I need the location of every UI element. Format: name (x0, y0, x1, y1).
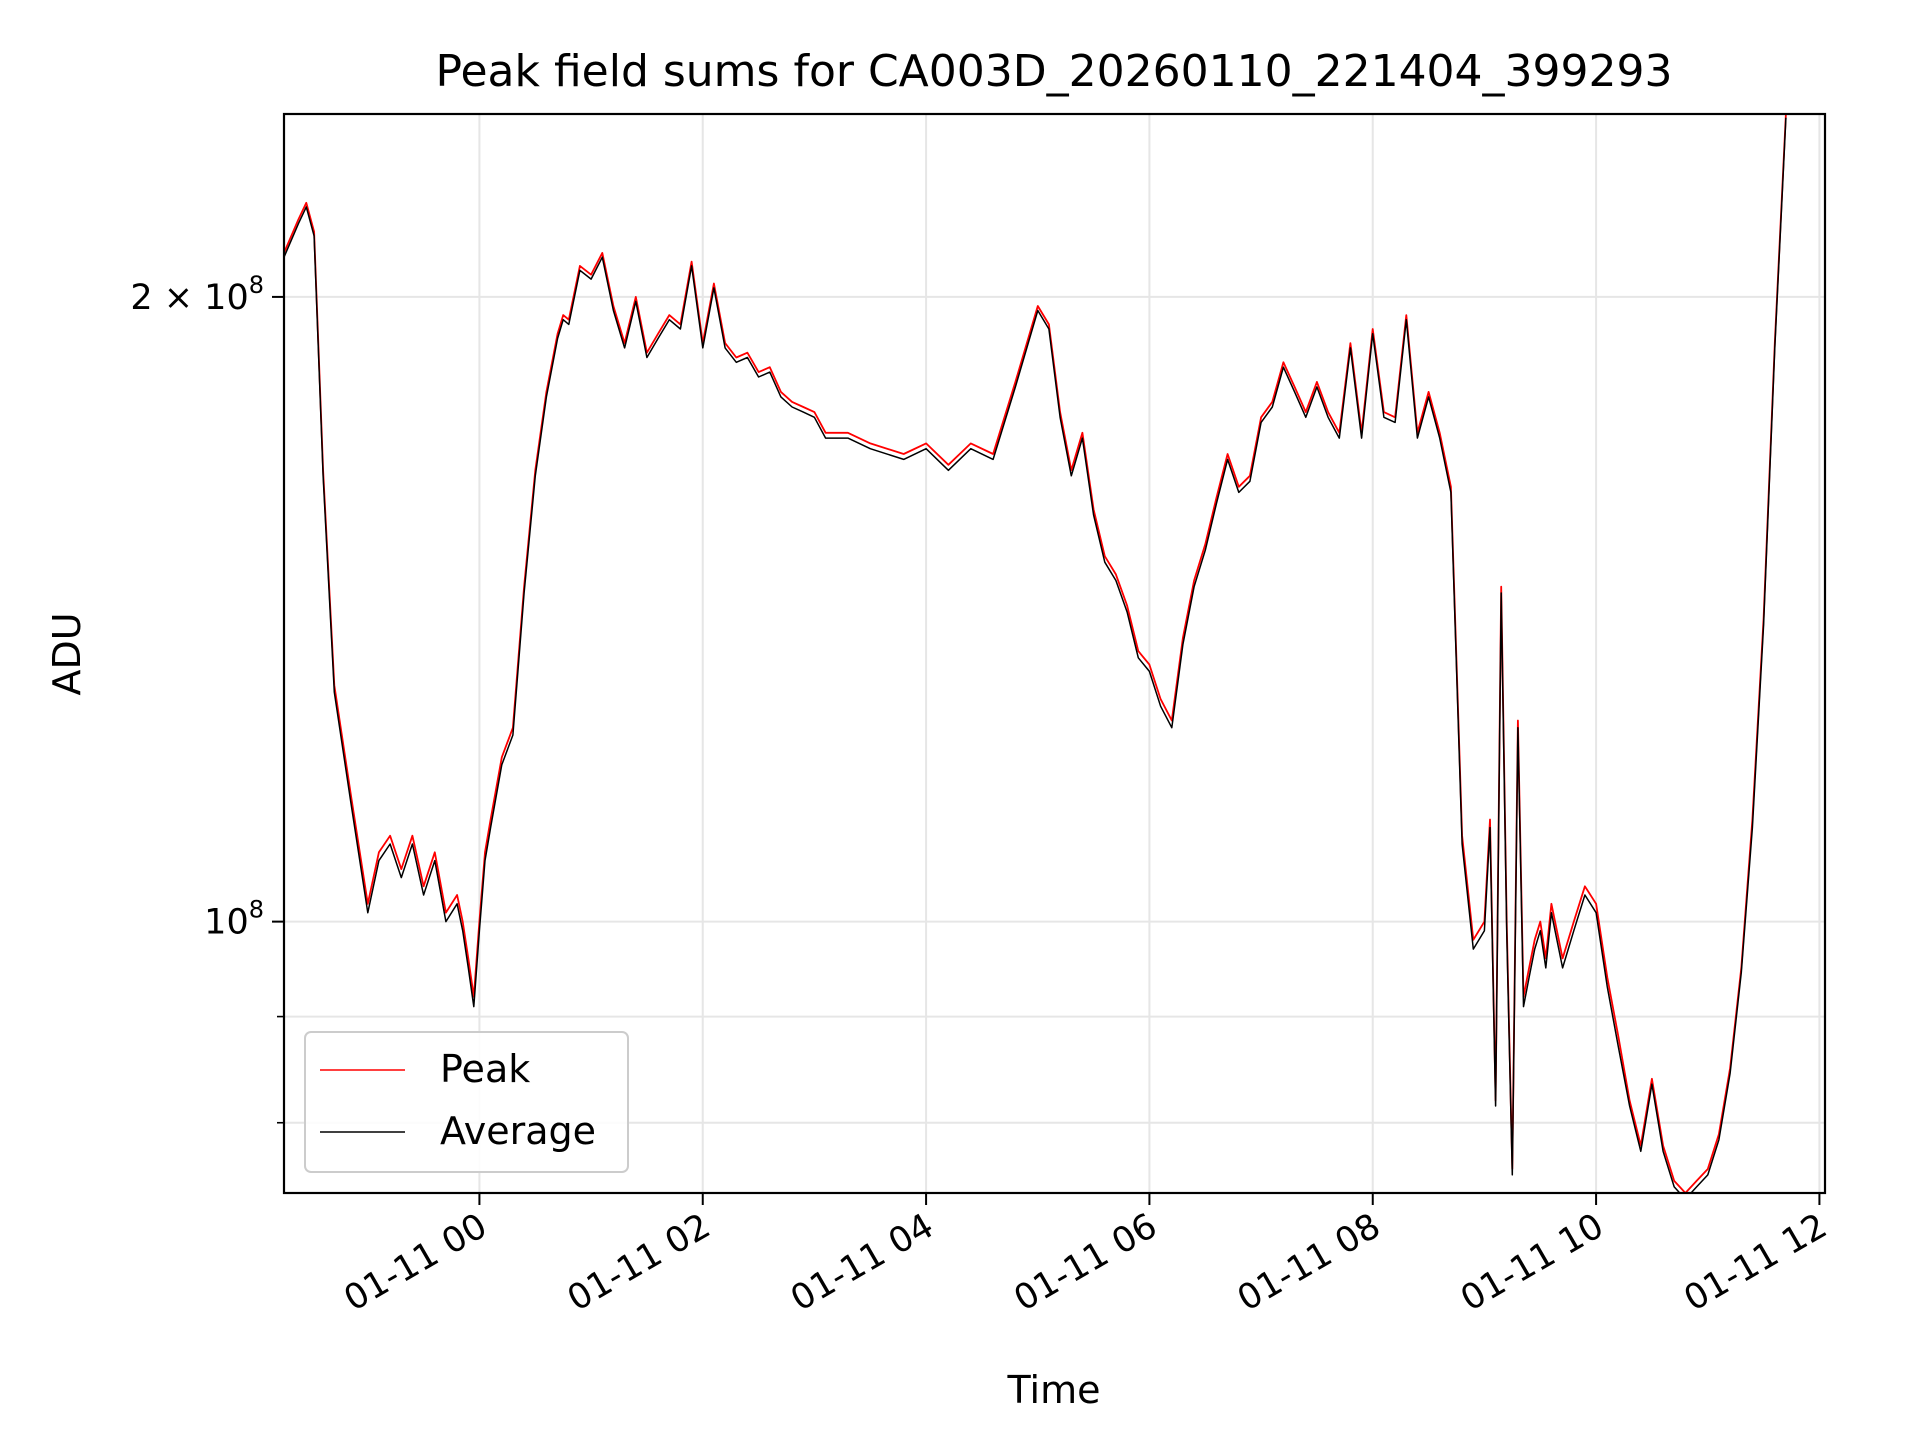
chart-title: Peak field sums for CA003D_20260110_2214… (435, 46, 1672, 97)
legend-label-peak: Peak (440, 1047, 530, 1091)
plot-frame (282, 112, 1827, 1195)
legend-box (304, 1031, 629, 1173)
y-tick-label: 108 (204, 896, 264, 943)
series-line-peak (284, 114, 1787, 1193)
grid (284, 114, 1825, 1193)
y-tick-exponent: 8 (249, 271, 264, 299)
series-layer (284, 114, 1787, 1193)
y-tick-base: 10 (204, 903, 249, 943)
y-tick-label: 2 × 108 (130, 271, 264, 318)
series-line-average (284, 117, 1787, 1193)
y-tick-exponent: 8 (249, 896, 264, 924)
y-axis-label: ADU (45, 612, 89, 695)
x-axis-label: Time (1007, 1368, 1101, 1412)
y-tick-base: 2 × 10 (130, 278, 248, 318)
legend: Peak Average (304, 1031, 629, 1173)
legend-label-average: Average (440, 1109, 596, 1153)
